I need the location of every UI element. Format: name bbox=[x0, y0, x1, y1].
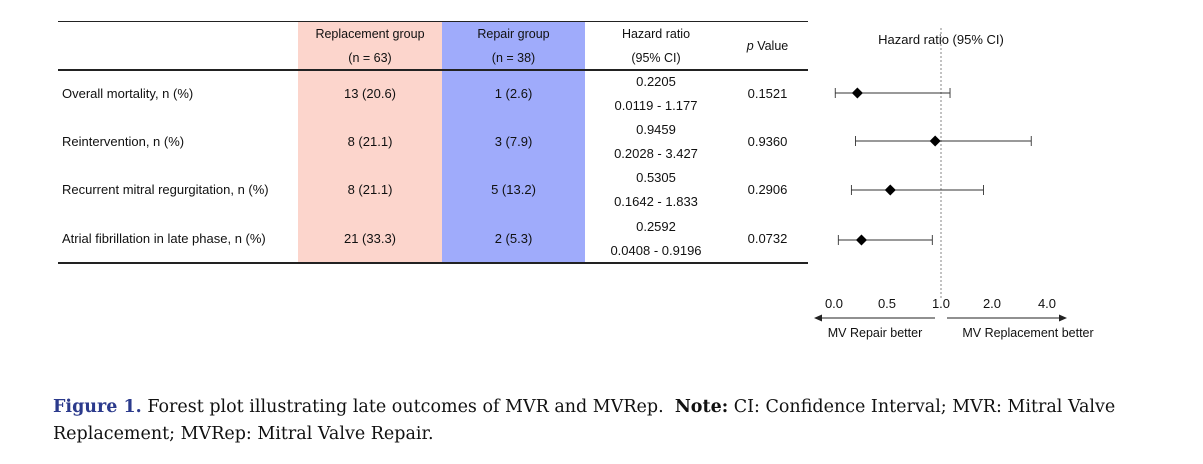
hazard-ratio-value: 0.2205 bbox=[636, 74, 676, 89]
x-tick-label: 0.0 bbox=[825, 296, 843, 311]
x-tick-label: 2.0 bbox=[983, 296, 1001, 311]
replacement-value: 8 (21.1) bbox=[347, 182, 393, 197]
replacement-column-bg bbox=[298, 22, 442, 262]
hazard-ratio-point bbox=[855, 234, 867, 246]
x-tick-label: 0.5 bbox=[878, 296, 896, 311]
figure-caption: Figure 1. Forest plot illustrating late … bbox=[53, 394, 1173, 448]
left-arrow-head bbox=[814, 314, 822, 322]
row-label: Reintervention, n (%) bbox=[62, 134, 185, 149]
forest-plot-svg: Hazard ratio (95% CI) 0.0 0.5 1.0 2.0 4.0 MV R… bbox=[814, 28, 1094, 340]
header-replacement: Replacement group (n = 63) bbox=[315, 27, 425, 65]
ci-value: 0.0408 - 0.9196 bbox=[610, 243, 702, 258]
caption-text: Forest plot illustrating late outcomes o… bbox=[147, 397, 664, 417]
table-top-rule bbox=[58, 21, 808, 22]
table-bottom-rule bbox=[58, 262, 808, 264]
left-arrow-label: MV Repair better bbox=[828, 326, 922, 340]
p-word: Value bbox=[757, 39, 789, 53]
p-value: 0.2906 bbox=[747, 182, 788, 197]
repair-value: 5 (13.2) bbox=[491, 182, 536, 197]
ci-value: 0.1642 - 1.833 bbox=[614, 194, 698, 209]
right-arrow-label: MV Replacement better bbox=[962, 326, 1093, 340]
x-tick-label: 4.0 bbox=[1038, 296, 1056, 311]
row-label: Overall mortality, n (%) bbox=[62, 86, 194, 101]
forest-plot: Hazard ratio (95% CI) 0.0 0.5 1.0 2.0 4.0 MV R… bbox=[810, 24, 1140, 359]
caption-note-text: CI: Confidence Interval; MVR: Mitral Val… bbox=[53, 397, 1116, 444]
table-header-rule bbox=[58, 69, 808, 71]
forest-plot-title: Hazard ratio (95% CI) bbox=[878, 32, 1004, 47]
hazard-ratio-point bbox=[884, 184, 896, 196]
repair-value: 1 (2.6) bbox=[494, 86, 533, 101]
hazard-ratio-value: 0.2592 bbox=[636, 219, 676, 234]
p-value: 0.0732 bbox=[747, 231, 788, 246]
repair-value: 2 (5.3) bbox=[494, 231, 533, 246]
ci-value: 0.2028 - 3.427 bbox=[614, 146, 698, 161]
hazard-ratio-value: 0.9459 bbox=[636, 122, 676, 137]
right-arrow-head bbox=[1059, 314, 1067, 322]
caption-note-label: Note: bbox=[674, 397, 729, 417]
header-repair: Repair group (n = 38) bbox=[477, 27, 550, 65]
header-p-value: p Value bbox=[727, 34, 808, 58]
caption-figure-label: Figure 1. bbox=[53, 397, 142, 417]
outcomes-table: Replacement group (n = 63) Repair group … bbox=[58, 18, 808, 264]
p-value: 0.1521 bbox=[747, 86, 788, 101]
replacement-value: 8 (21.1) bbox=[347, 134, 393, 149]
replacement-value: 21 (33.3) bbox=[343, 231, 397, 246]
row-label: Recurrent mitral regurgitation, n (%) bbox=[62, 182, 269, 197]
header-hazard-ratio: Hazard ratio (95% CI) bbox=[621, 27, 691, 65]
p-symbol: p bbox=[746, 39, 754, 53]
ci-value: 0.0119 - 1.177 bbox=[614, 98, 698, 113]
repair-value: 3 (7.9) bbox=[494, 134, 533, 149]
hazard-ratio-point bbox=[929, 135, 941, 147]
hazard-ratio-point bbox=[851, 87, 863, 99]
p-value: 0.9360 bbox=[747, 134, 788, 149]
replacement-value: 13 (20.6) bbox=[343, 86, 397, 101]
hazard-ratio-value: 0.5305 bbox=[636, 170, 676, 185]
x-tick-label: 1.0 bbox=[932, 296, 950, 311]
row-label: Atrial fibrillation in late phase, n (%) bbox=[62, 231, 266, 246]
repair-column-bg bbox=[442, 22, 585, 262]
